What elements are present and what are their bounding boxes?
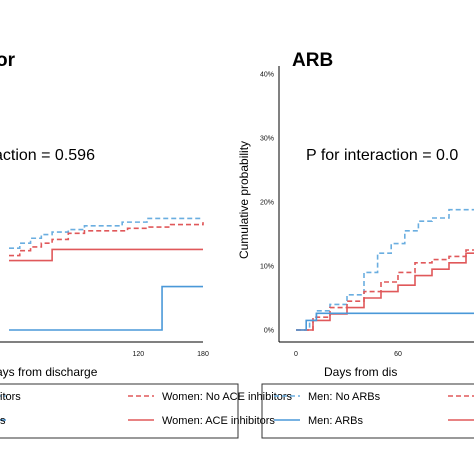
- series-line-2: [9, 248, 203, 262]
- legend-label: Women: No ACE inhibitors: [162, 391, 293, 403]
- panel-ace-inhibitor: or action = 0.596 120 180 ays from discha…: [0, 50, 293, 439]
- legend: [261, 383, 474, 439]
- y-tick-label: 0%: [264, 328, 274, 335]
- x-tick-labels: 120 180: [132, 351, 208, 358]
- series-line-2: [296, 252, 474, 331]
- panel-title: or: [0, 50, 16, 71]
- y-tick-label: 10%: [260, 264, 274, 271]
- x-tick-label: 120: [132, 351, 144, 358]
- legend-label: Women: ACE inhibitors: [162, 415, 275, 427]
- x-tick-label: 180: [197, 351, 209, 358]
- legend-label: Men: ARBs: [308, 415, 364, 427]
- series-line-3: [9, 285, 203, 331]
- x-axis-label: ays from discharge: [0, 365, 98, 379]
- series-line-3: [296, 312, 474, 331]
- series-lines: [9, 217, 204, 331]
- y-tick-label: 40%: [260, 72, 274, 79]
- series-line-0: [296, 208, 474, 331]
- y-axis-label: Cumulative probability: [237, 141, 251, 259]
- series-lines: [296, 208, 474, 331]
- x-tick-label: 60: [394, 351, 402, 358]
- legend-label: s: [0, 415, 6, 427]
- legend-entries: itors Women: No ACE inhibitors s Women: ACE…: [0, 391, 293, 427]
- y-tick-labels: 0% 10% 20% 30% 40%: [260, 72, 274, 335]
- interaction-p-value: P for interaction = 0.0: [306, 147, 458, 164]
- legend: [0, 383, 239, 439]
- y-tick-label: 20%: [260, 200, 274, 207]
- x-axis-label: Days from dis: [324, 365, 397, 379]
- legend-label: Men: No ARBs: [308, 391, 381, 403]
- y-tick-label: 30%: [260, 136, 274, 143]
- series-line-0: [9, 217, 203, 249]
- legend-entries: Men: No ARBs Men: ARBs: [274, 391, 474, 427]
- x-tick-labels: 0 60: [294, 351, 402, 358]
- x-tick-label: 0: [294, 351, 298, 358]
- panel-arb: ARB P for interaction = 0.0 0% 10% 20% 30% 4…: [237, 50, 474, 439]
- panel-title: ARB: [292, 50, 333, 71]
- legend-label: itors: [0, 391, 21, 403]
- interaction-p-value: action = 0.596: [0, 147, 95, 164]
- series-line-1: [9, 222, 204, 257]
- series-line-1: [296, 249, 474, 331]
